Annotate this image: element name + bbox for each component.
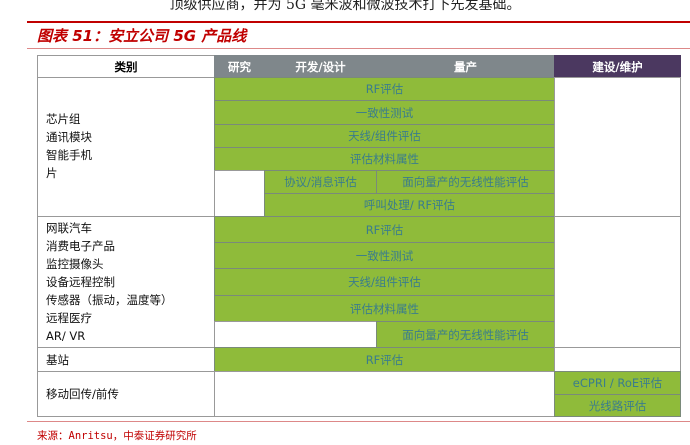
category-chips: 芯片组 通讯模块 智能手机 片 [37,77,215,217]
category-iot: 网联汽车 消费电子产品 监控摄像头 设备远程控制 传感器（振动，温度等） 远程医… [37,216,215,348]
eval-bar: 光线路评估 [554,394,681,417]
header-mass: 量产 [454,59,477,74]
category-base-station: 基站 [37,347,215,372]
eval-bar: eCPRI / RoE评估 [554,371,681,395]
header-research: 研究 [228,59,251,74]
empty-cell [214,321,377,348]
source-note: 来源：Anritsu，中泰证券研究所 [37,430,197,442]
empty-cell [554,347,681,372]
header-stage-band [214,55,555,78]
eval-bar: RF评估 [214,347,555,372]
eval-bar: 一致性测试 [214,100,555,125]
divider [27,421,690,422]
eval-bar: 天线/组件评估 [214,124,555,148]
eval-bar: 评估材料属性 [214,295,555,322]
eval-bar: 评估材料属性 [214,147,555,171]
empty-cell [214,170,265,217]
eval-bar: RF评估 [214,216,555,243]
empty-cell [554,216,681,348]
figure-title: 图表 51：安立公司 5G 产品线 [37,27,247,45]
eval-bar: 面向量产的无线性能评估 [376,321,555,348]
header-build: 建设/维护 [554,55,681,78]
eval-bar: 呼叫处理/ RF评估 [264,193,555,217]
divider [27,21,690,23]
category-backhaul: 移动回传/前传 [37,371,215,417]
empty-cell [214,371,555,417]
header-category: 类别 [37,55,215,78]
eval-bar: RF评估 [214,77,555,101]
header-dev: 开发/设计 [295,59,346,74]
divider [27,48,690,49]
empty-cell [554,77,681,217]
eval-bar: 一致性测试 [214,242,555,269]
eval-bar: 协议/消息评估 [264,170,377,194]
eval-bar: 天线/组件评估 [214,268,555,296]
intro-text: 顶级供应商，并为 5G 毫米波和微波技术打下先发基础。 [169,0,521,13]
eval-bar: 面向量产的无线性能评估 [376,170,555,194]
